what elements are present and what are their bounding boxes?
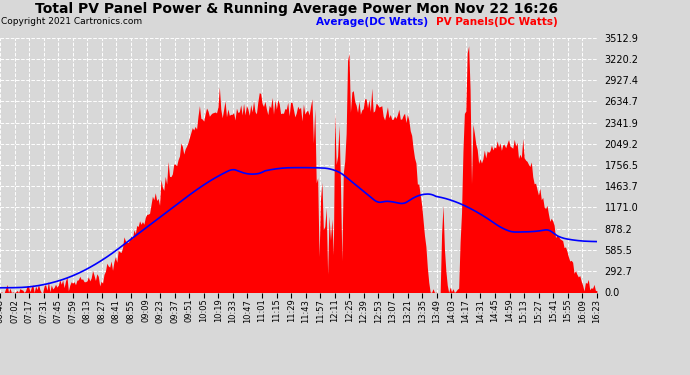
Text: Copyright 2021 Cartronics.com: Copyright 2021 Cartronics.com <box>1 17 141 26</box>
Text: PV Panels(DC Watts): PV Panels(DC Watts) <box>435 17 558 27</box>
Text: Total PV Panel Power & Running Average Power Mon Nov 22 16:26: Total PV Panel Power & Running Average P… <box>35 2 558 16</box>
Text: Average(DC Watts): Average(DC Watts) <box>316 17 428 27</box>
